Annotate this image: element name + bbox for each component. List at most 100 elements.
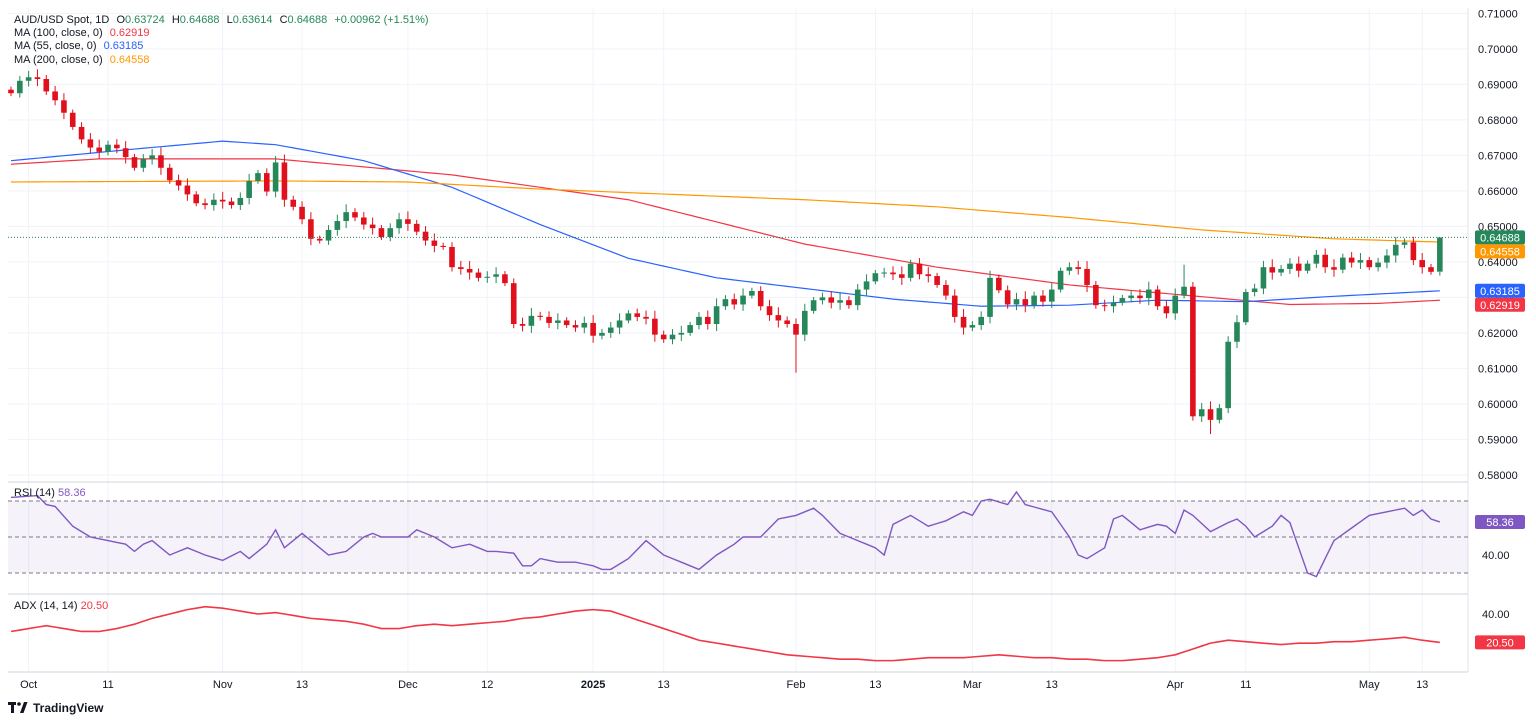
candle-body (1243, 292, 1249, 323)
candle (1048, 282, 1055, 309)
candle-body (193, 194, 200, 204)
candle-body (1075, 267, 1082, 269)
candle (1304, 260, 1311, 274)
candle-body (316, 238, 323, 241)
candle (25, 70, 32, 87)
candle (757, 286, 764, 311)
date-tick-label: Dec (398, 679, 418, 691)
candle (1251, 283, 1258, 297)
candle-body (749, 290, 755, 296)
candle (696, 312, 702, 330)
candle-body (228, 201, 235, 206)
candle (943, 280, 949, 300)
candle-body (484, 276, 491, 278)
candle (1278, 264, 1284, 277)
rsi-tick-label: 40.00 (1482, 550, 1510, 562)
date-tick-label: 13 (1046, 679, 1058, 691)
candle-body (1066, 267, 1073, 271)
symbol-legend: AUD/USD Spot, 1D O0.63724 H0.64688 L0.63… (14, 14, 433, 27)
candle-body (1013, 299, 1020, 305)
candle (749, 287, 755, 299)
candle-body (696, 316, 702, 326)
rsi-legend: RSI (14) 58.36 (14, 487, 86, 499)
candle (361, 211, 367, 230)
candle-body (361, 217, 367, 225)
candle (237, 192, 244, 211)
adx-tick-label: 40.00 (1482, 609, 1510, 621)
candle-body (281, 162, 288, 200)
candle-body (819, 297, 826, 301)
candle (334, 214, 341, 236)
candle (1322, 248, 1328, 273)
ma55-badge-text: 0.63185 (1480, 286, 1520, 298)
candle-body (1154, 289, 1161, 307)
candle-body (449, 246, 455, 268)
candle-body (802, 310, 808, 335)
adx-badge-bg (1475, 635, 1525, 650)
low-value: L0.63614 (227, 14, 273, 26)
candle-body (1295, 263, 1302, 271)
candle-body (422, 231, 429, 241)
candle-body (634, 313, 641, 317)
ma55-legend: MA (55, close, 0) 0.63185 (14, 40, 147, 53)
candle (828, 291, 835, 309)
candle-body (899, 274, 905, 278)
candle (1040, 290, 1046, 307)
adx-value: 20.50 (80, 600, 109, 612)
candle (652, 310, 658, 342)
candle (1428, 263, 1434, 275)
candle (802, 303, 808, 342)
candle-body (960, 316, 967, 328)
candle (1340, 253, 1346, 274)
candle (87, 133, 94, 154)
candle-body (793, 324, 799, 335)
price-tick-label: 0.67000 (1478, 150, 1518, 162)
candle-body (1234, 322, 1240, 342)
candle-body (1207, 409, 1214, 420)
candle (846, 296, 852, 309)
candle (413, 219, 420, 236)
candle (158, 147, 164, 175)
high-value: H0.64688 (172, 14, 220, 26)
candle (775, 307, 782, 328)
candle (105, 140, 111, 156)
candle-body (1163, 306, 1170, 314)
candle-body (916, 263, 923, 275)
candle-body (263, 173, 270, 192)
price-tick-label: 0.64000 (1478, 257, 1518, 269)
candle (255, 169, 261, 184)
candle (272, 156, 279, 198)
candle-body (1375, 262, 1381, 268)
candle (114, 139, 120, 154)
candle-body (951, 295, 958, 317)
candle (1207, 401, 1214, 435)
candle-body (1048, 289, 1055, 302)
ma100-label: MA (100, close, 0) (14, 27, 103, 39)
date-tick-label: 11 (102, 679, 113, 691)
tradingview-footer[interactable]: TradingView (8, 701, 103, 715)
candle (263, 168, 270, 196)
high-label: H (171, 14, 180, 26)
candle (599, 328, 605, 340)
candle-body (87, 139, 94, 148)
price-tick-label: 0.68000 (1478, 115, 1518, 127)
candle-body (219, 199, 226, 202)
candle (1004, 285, 1011, 309)
candle (863, 274, 870, 296)
candle (343, 204, 349, 229)
candle-body (1057, 270, 1064, 290)
price-tick-label: 0.70000 (1478, 44, 1518, 56)
ma100-badge: 0.62919 (1475, 297, 1525, 312)
rsi-pane (8, 490, 1468, 578)
rsi-badge-bg (1475, 514, 1525, 529)
candle-body (202, 203, 208, 206)
candle-body (17, 80, 23, 94)
low-label: L (226, 14, 233, 26)
candle-body (1331, 267, 1337, 270)
date-tick-label: 11 (1240, 679, 1251, 691)
candle (193, 191, 200, 207)
candle-body (343, 212, 349, 222)
candle-body (96, 147, 102, 152)
candle (378, 224, 385, 240)
